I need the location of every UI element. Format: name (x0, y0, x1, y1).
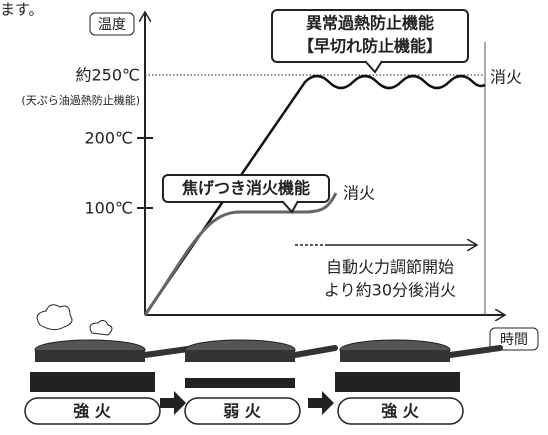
scorch-end: 消火 (343, 184, 375, 203)
overheat-subtitle: 【早切れ防止機能】 (298, 37, 442, 56)
pan (30, 304, 198, 392)
scorch-curve (143, 192, 338, 316)
flame-box (337, 397, 464, 425)
arrow (160, 391, 186, 415)
overheat-title: 異常過熱防止機能 (306, 14, 434, 33)
pan (335, 339, 503, 392)
pan (184, 339, 338, 388)
auto-box (300, 256, 474, 302)
flame-box (184, 397, 301, 425)
level-label: 200℃ (84, 129, 133, 148)
callout-tail (281, 200, 299, 214)
intro-text: ます。 (0, 1, 44, 19)
callout-tail (364, 60, 383, 74)
overheat-curve (143, 74, 486, 316)
arrow (308, 391, 334, 415)
flame-box (24, 397, 161, 425)
x-label: 時間 (500, 332, 528, 348)
scorch-title: 焦げつき消火機能 (181, 179, 310, 198)
scorch-box (162, 174, 330, 203)
x-label-box (489, 327, 539, 351)
y-label: 温度 (98, 17, 126, 33)
level-label: 約250℃ (75, 66, 140, 85)
level-label: 100℃ (84, 199, 133, 218)
flame-label: 強 火 (73, 402, 112, 421)
y-label-box (89, 12, 135, 36)
auto-line: 自動火力調節開始 (326, 258, 454, 277)
overheat-end: 消火 (490, 68, 522, 87)
flame-label: 弱 火 (223, 402, 262, 421)
auto-line: より約30分後消火 (324, 281, 456, 300)
flame-label: 強 火 (381, 402, 420, 421)
level-note: (天ぷら油過熱防止機能) (21, 93, 140, 107)
